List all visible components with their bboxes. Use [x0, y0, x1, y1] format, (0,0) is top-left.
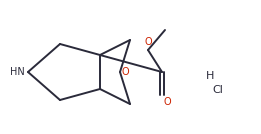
Text: HN: HN [10, 67, 25, 77]
Text: O: O [164, 97, 172, 107]
Text: Cl: Cl [212, 85, 223, 95]
Text: O: O [144, 37, 152, 47]
Text: H: H [206, 71, 214, 81]
Text: O: O [122, 67, 130, 77]
